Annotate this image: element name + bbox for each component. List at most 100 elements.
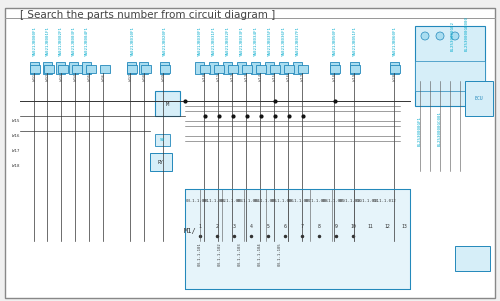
Text: 5: 5 (266, 224, 270, 228)
Text: W20: W20 (393, 74, 397, 81)
Text: W05: W05 (88, 74, 92, 81)
Text: 12: 12 (384, 224, 390, 228)
Bar (350, 62, 359, 74)
Text: M: M (166, 101, 168, 107)
Text: 2: 2 (216, 224, 218, 228)
Bar (5, 8, 495, 18)
Text: YA021JB030F1: YA021JB030F1 (198, 26, 202, 56)
Text: CN-1-1-006: CN-1-1-006 (271, 199, 295, 203)
Bar (195, 62, 204, 74)
Bar (139, 62, 148, 74)
Text: YA021JB037F1: YA021JB037F1 (296, 26, 300, 56)
Text: YA021JB003F1: YA021JB003F1 (72, 26, 76, 56)
Bar (30, 62, 39, 74)
Bar (298, 65, 308, 73)
Bar (455, 246, 490, 271)
Circle shape (451, 32, 459, 40)
Text: W12: W12 (231, 74, 235, 81)
Text: W16: W16 (12, 134, 20, 138)
Text: 8: 8 (318, 224, 320, 228)
Text: RY: RY (158, 160, 164, 165)
Text: YA021JB002F1: YA021JB002F1 (59, 26, 63, 56)
Text: W08: W08 (143, 74, 147, 81)
Text: ECU: ECU (474, 97, 484, 101)
Text: YA021JB032F1: YA021JB032F1 (226, 26, 230, 56)
Text: YA021JB004F1: YA021JB004F1 (85, 26, 89, 56)
Text: CN-1-1-004: CN-1-1-004 (237, 199, 261, 203)
Bar (58, 65, 68, 73)
Bar (279, 62, 288, 74)
Text: CN-1-1-002: CN-1-1-002 (203, 199, 227, 203)
Text: 9: 9 (334, 224, 338, 228)
Text: W19: W19 (353, 74, 357, 81)
Text: EL2530000GF1: EL2530000GF1 (418, 116, 422, 146)
Text: W02: W02 (46, 74, 50, 81)
Text: 11: 11 (367, 224, 373, 228)
Text: 10: 10 (350, 224, 356, 228)
Text: 4: 4 (250, 224, 252, 228)
Text: CN-1-1-101: CN-1-1-101 (198, 242, 202, 266)
Bar (100, 65, 110, 73)
Text: CN-1-1-105: CN-1-1-105 (278, 242, 282, 266)
Text: YA021JB051F1: YA021JB051F1 (353, 26, 357, 56)
Bar (270, 65, 280, 73)
Text: YA021JB010F1: YA021JB010F1 (131, 26, 135, 56)
Bar (141, 65, 151, 73)
Bar (200, 65, 210, 73)
Text: CN-1-1-011: CN-1-1-011 (356, 199, 380, 203)
Text: CN-1-1-012: CN-1-1-012 (373, 199, 397, 203)
Circle shape (436, 32, 444, 40)
Text: 3: 3 (232, 224, 235, 228)
Bar (44, 65, 54, 73)
Text: EL2530000GC001: EL2530000GC001 (438, 111, 442, 146)
Text: W15: W15 (273, 74, 277, 81)
Bar (390, 62, 399, 74)
Text: YA021JB001F1: YA021JB001F1 (46, 26, 50, 56)
Text: YA021JB000F1: YA021JB000F1 (33, 26, 37, 56)
Bar (214, 65, 224, 73)
Text: YA021JB031F1: YA021JB031F1 (212, 26, 216, 56)
Text: YA021JB033F1: YA021JB033F1 (240, 26, 244, 56)
Text: CN-1-1-102: CN-1-1-102 (218, 242, 222, 266)
Text: W03: W03 (60, 74, 64, 81)
Text: CN-1-1-010: CN-1-1-010 (339, 199, 363, 203)
Bar (415, 26, 485, 106)
Text: 13: 13 (401, 224, 407, 228)
Bar (72, 65, 82, 73)
Text: W09: W09 (162, 74, 166, 81)
Bar (56, 62, 65, 74)
Bar (465, 81, 493, 116)
Bar (350, 65, 360, 73)
Text: W04: W04 (74, 74, 78, 81)
Bar (30, 65, 40, 73)
Bar (242, 65, 252, 73)
Bar (127, 65, 137, 73)
Text: W10: W10 (203, 74, 207, 81)
Bar (251, 62, 260, 74)
Text: CN-1-1-103: CN-1-1-103 (238, 242, 242, 266)
Text: W07: W07 (129, 74, 133, 81)
Text: [ Search the parts number from circuit diagram ]: [ Search the parts number from circuit d… (20, 10, 275, 20)
Bar (228, 65, 238, 73)
Text: CN-1-1-005: CN-1-1-005 (254, 199, 278, 203)
Bar (223, 62, 232, 74)
Bar (330, 62, 339, 74)
Bar (265, 62, 274, 74)
Bar (160, 65, 170, 73)
Bar (209, 62, 218, 74)
Text: W01: W01 (33, 74, 37, 81)
Text: YA021JB060F1: YA021JB060F1 (393, 26, 397, 56)
Text: W16: W16 (287, 74, 291, 81)
Text: W11: W11 (217, 74, 221, 81)
Text: W17: W17 (301, 74, 305, 81)
Bar (284, 65, 294, 73)
Bar (127, 62, 136, 74)
Text: CN-1-1-001: CN-1-1-001 (186, 199, 210, 203)
Text: YA021JB034F1: YA021JB034F1 (254, 26, 258, 56)
Text: 1: 1 (198, 224, 202, 228)
Text: 6: 6 (284, 224, 286, 228)
Bar (330, 65, 340, 73)
Bar (256, 65, 266, 73)
Bar (150, 153, 172, 171)
Bar (82, 62, 91, 74)
